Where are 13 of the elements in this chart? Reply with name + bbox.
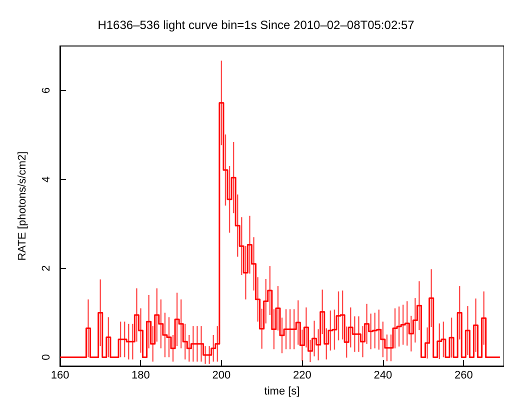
x-axis-title: time [s] — [264, 386, 300, 398]
x-tick-label: 240 — [374, 370, 392, 382]
x-tick-label: 260 — [454, 370, 473, 382]
y-tick-label: 0 — [40, 354, 52, 360]
x-tick-label: 200 — [212, 370, 231, 382]
y-tick-label: 4 — [40, 176, 52, 182]
y-tick-label: 2 — [40, 265, 52, 272]
chart-title: H1636–536 light curve bin=1s Since 2010–02–08T05:02:57 — [98, 18, 415, 32]
y-axis-title: RATE [photons/s/cm2] — [16, 151, 28, 261]
x-tick-label: 180 — [132, 370, 150, 382]
y-tick-label: 6 — [40, 87, 52, 94]
x-tick-label: 220 — [293, 370, 312, 382]
x-tick-label: 160 — [50, 370, 70, 382]
